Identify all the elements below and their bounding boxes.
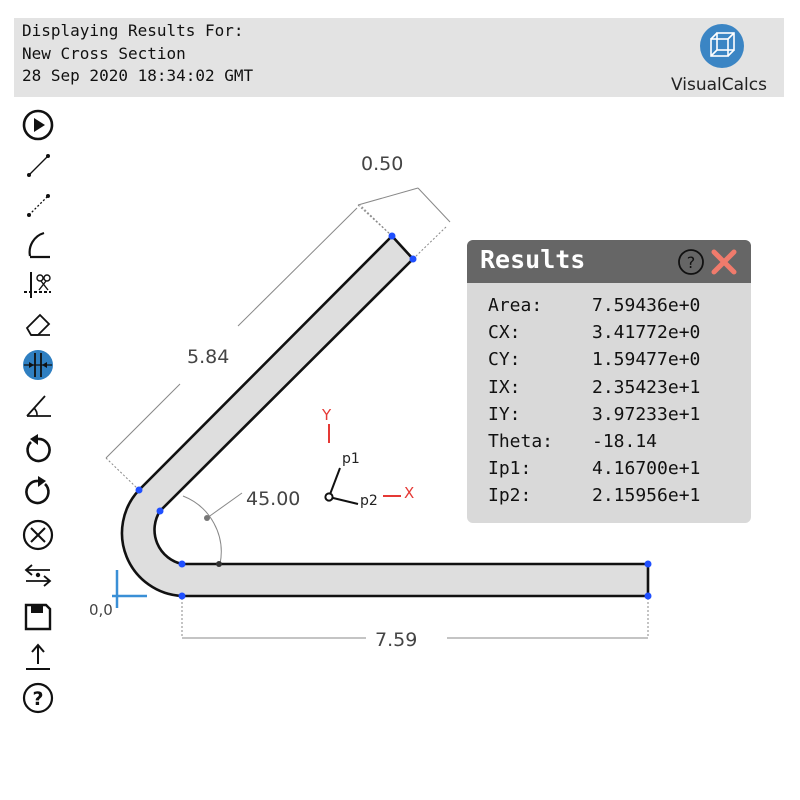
- vertex: [644, 592, 652, 600]
- results-help-icon[interactable]: ?: [677, 248, 705, 276]
- results-value: 3.97233e+1: [592, 403, 701, 425]
- p1-label: p1: [342, 451, 360, 467]
- results-row: IX: 2.35423e+1: [488, 374, 700, 401]
- line-tool-button[interactable]: [14, 146, 62, 184]
- svg-text:?: ?: [687, 253, 696, 272]
- axis-y-label: Y: [321, 406, 332, 424]
- angle-tool-button[interactable]: [14, 386, 62, 424]
- axis-x-label: X: [404, 484, 414, 502]
- clear-icon: [22, 519, 54, 551]
- arc-tool-icon: [28, 231, 50, 259]
- arc-tool-button[interactable]: [14, 226, 62, 264]
- vertex: [644, 560, 652, 568]
- results-value: 3.41772e+0: [592, 322, 701, 344]
- undo-icon: [26, 434, 51, 463]
- header-line-3: 28 Sep 2020 18:34:02 GMT: [22, 66, 254, 85]
- results-key: Area:: [488, 295, 543, 316]
- dimension-tool-button[interactable]: [14, 346, 62, 384]
- results-key: CX:: [488, 322, 521, 344]
- results-row: CX: 3.41772e+0: [488, 319, 700, 346]
- results-row: Theta: -18.14: [488, 428, 700, 455]
- header-info: Displaying Results For: New Cross Sectio…: [22, 20, 253, 88]
- results-value: 4.16700e+1: [592, 458, 701, 480]
- results-key: Ip2:: [488, 485, 532, 507]
- centroid-axes: [324, 424, 401, 505]
- results-title: Results: [480, 245, 586, 274]
- redo-button[interactable]: [14, 472, 62, 510]
- inclined-length-label[interactable]: 5.84: [187, 346, 229, 368]
- origin-axes: [112, 570, 147, 608]
- vertex: [178, 592, 186, 600]
- thickness-dimension-label[interactable]: 0.50: [361, 153, 403, 175]
- header-bar: Displaying Results For: New Cross Sectio…: [14, 18, 784, 97]
- results-key: Theta:: [488, 430, 554, 452]
- results-value: 7.59436e+0: [592, 295, 701, 316]
- trim-tool-button[interactable]: [14, 266, 62, 304]
- line-tool-icon: [27, 154, 50, 177]
- brand-name: VisualCalcs: [671, 75, 767, 95]
- dashed-line-tool-icon: [27, 194, 50, 217]
- play-icon: [22, 109, 54, 141]
- centroid-point: [324, 492, 334, 502]
- swap-button[interactable]: [14, 556, 62, 594]
- vertex: [135, 486, 143, 494]
- swap-icon: [24, 564, 52, 587]
- play-button[interactable]: [14, 106, 62, 144]
- results-row: Area: 7.59436e+0: [488, 292, 700, 319]
- redo-icon: [25, 476, 50, 505]
- results-row: CY: 1.59477e+0: [488, 346, 700, 373]
- upload-button[interactable]: [14, 638, 62, 676]
- dashed-line-tool-button[interactable]: [14, 186, 62, 224]
- results-row: IY: 3.97233e+1: [488, 401, 700, 428]
- cross-section-shape[interactable]: [120, 234, 650, 598]
- vertex: [409, 255, 417, 263]
- clear-button[interactable]: [14, 516, 62, 554]
- results-panel: Results ? Area: 7.59436e+0 CX: 3.41772e+0 …: [467, 240, 751, 523]
- thickness-dimension: [357, 187, 451, 260]
- cube-logo: [700, 24, 744, 68]
- origin-label: 0,0: [89, 601, 113, 619]
- angle-tool-icon: [26, 395, 51, 417]
- save-button[interactable]: [14, 598, 62, 636]
- p2-label: p2: [360, 493, 378, 509]
- header-line-1: Displaying Results For:: [22, 21, 244, 40]
- eraser-button[interactable]: [14, 306, 62, 344]
- vertex-points[interactable]: [135, 232, 652, 600]
- svg-text:?: ?: [32, 688, 43, 710]
- results-title-bar[interactable]: Results ?: [467, 240, 751, 283]
- results-key: IY:: [488, 403, 521, 425]
- base-length-label[interactable]: 7.59: [375, 629, 417, 651]
- vertex: [156, 507, 164, 515]
- help-icon: ?: [22, 682, 54, 714]
- vertex: [388, 232, 396, 240]
- save-icon: [24, 603, 52, 631]
- upload-icon: [26, 643, 50, 670]
- results-row: Ip2: 2.15956e+1: [488, 482, 700, 509]
- results-row: Ip1: 4.16700e+1: [488, 455, 700, 482]
- undo-button[interactable]: [14, 430, 62, 468]
- dimension-tool-icon: [23, 350, 53, 380]
- vertex: [178, 560, 186, 568]
- trim-tool-icon: [24, 272, 51, 298]
- help-button[interactable]: ?: [14, 679, 62, 717]
- angle-dimension-label[interactable]: 45.00: [246, 488, 300, 510]
- results-close-icon[interactable]: [710, 248, 738, 276]
- results-value: 1.59477e+0: [592, 349, 701, 371]
- base-length-dimension: [181, 598, 649, 639]
- results-value: -18.14: [592, 430, 658, 452]
- header-line-2: New Cross Section: [22, 43, 186, 63]
- brand: VisualCalcs: [664, 23, 774, 95]
- results-value: 2.15956e+1: [592, 485, 701, 507]
- results-key: Ip1:: [488, 458, 532, 480]
- results-key: IX:: [488, 376, 521, 398]
- results-table: Area: 7.59436e+0 CX: 3.41772e+0 CY: 1.59477…: [488, 292, 700, 510]
- inclined-length-dimension: [105, 204, 393, 491]
- eraser-icon: [25, 313, 51, 336]
- results-value: 2.35423e+1: [592, 376, 701, 398]
- angle-dimension: [182, 492, 243, 567]
- results-key: CY:: [488, 349, 521, 371]
